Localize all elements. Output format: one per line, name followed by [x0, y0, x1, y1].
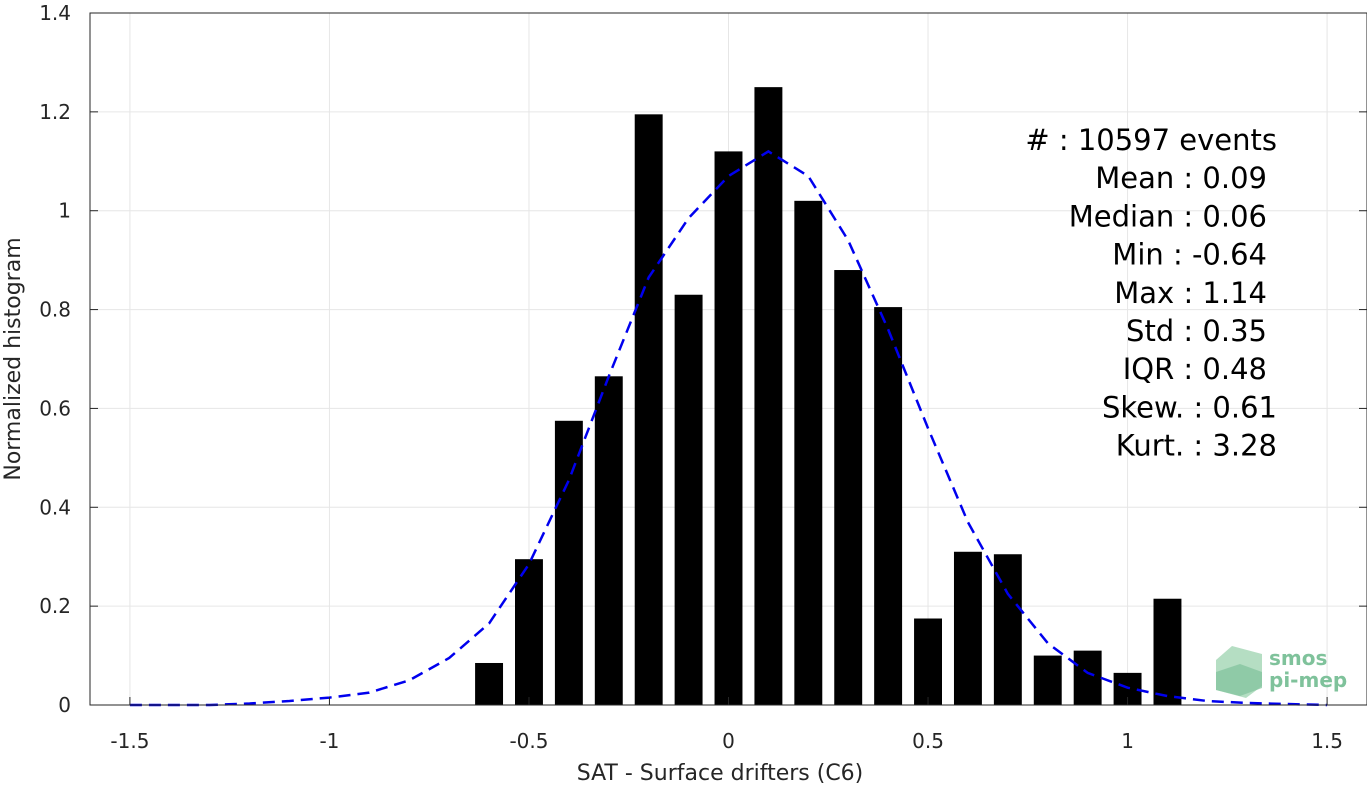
logo-emblem-icon — [1216, 646, 1262, 698]
histogram-bar — [1033, 655, 1062, 705]
stat-line: Std : 0.35 — [1126, 314, 1267, 348]
histogram-bar — [914, 618, 942, 705]
stat-line: Max : 1.14 — [1114, 276, 1267, 310]
histogram-bar — [475, 662, 504, 705]
histogram-bar — [953, 551, 982, 705]
logo-text-bottom: pi-mep — [1269, 668, 1347, 692]
y-tick-label: 0.6 — [39, 396, 71, 420]
histogram-bar — [1073, 650, 1102, 705]
y-axis-label: Normalized histogram — [1, 237, 26, 480]
y-tick-label: 1.4 — [39, 1, 71, 25]
histogram-bar — [594, 376, 623, 705]
stat-line: Median : 0.06 — [1069, 199, 1267, 233]
y-tick-label: 0.8 — [39, 298, 71, 322]
histogram-bar — [674, 294, 703, 705]
bars — [475, 87, 1182, 706]
y-tick-label: 1 — [58, 199, 71, 223]
statistics-box: # : 10597 events Mean : 0.09 Median : 0.06… — [1025, 123, 1277, 463]
stat-line: Kurt. : 3.28 — [1116, 429, 1277, 463]
stat-line: # : 10597 events — [1025, 123, 1277, 157]
stat-line: Mean : 0.09 — [1095, 161, 1267, 195]
y-tick-label: 1.2 — [39, 100, 71, 124]
y-tick-label: 0 — [58, 693, 71, 717]
x-tick-label: 1 — [1121, 729, 1134, 753]
histogram-bar — [634, 114, 663, 706]
logo-text-top: smos — [1269, 646, 1327, 670]
x-axis-label: SAT - Surface drifters (C6) — [577, 761, 864, 785]
stat-line: Min : -0.64 — [1112, 238, 1267, 272]
y-tick-label: 0.4 — [39, 495, 71, 519]
histogram-bar — [714, 151, 743, 705]
y-axis: 0 0.2 0.4 0.6 0.8 1 1.2 1.4 — [39, 1, 1367, 717]
smos-pimep-logo: smos pi-mep — [1216, 646, 1347, 698]
histogram-bar — [554, 420, 583, 705]
x-tick-label: 0 — [722, 729, 735, 753]
histogram-bar — [794, 200, 823, 706]
x-tick-label: -0.5 — [509, 729, 548, 753]
x-tick-label: -1.5 — [110, 729, 149, 753]
x-tick-label: 1.5 — [1311, 729, 1343, 753]
x-tick-label: 0.5 — [912, 729, 944, 753]
histogram-bar — [834, 270, 863, 705]
y-tick-label: 0.2 — [39, 594, 71, 618]
stat-line: Skew. : 0.61 — [1102, 390, 1277, 424]
histogram-bar — [874, 307, 903, 705]
stat-line: IQR : 0.48 — [1123, 352, 1267, 386]
histogram-bar — [515, 559, 543, 705]
histogram-bar — [754, 87, 783, 705]
x-tick-label: -1 — [319, 729, 339, 753]
x-axis: -1.5 -1 -0.5 0 0.5 1 1.5 — [110, 697, 1343, 753]
histogram-bar — [1153, 598, 1182, 705]
